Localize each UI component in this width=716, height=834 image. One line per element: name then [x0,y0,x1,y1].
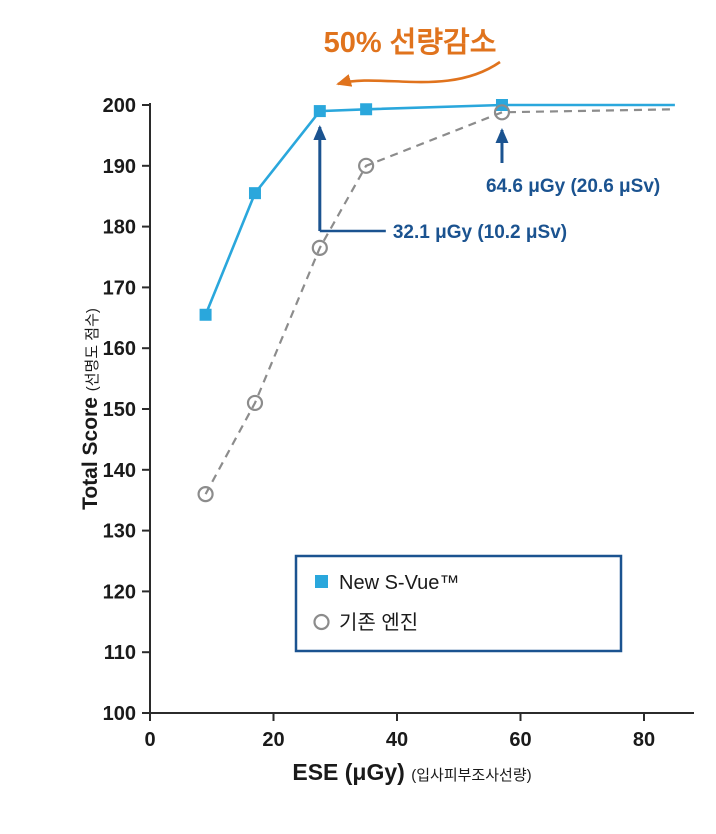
y-tick-label: 140 [103,460,136,482]
square-marker [199,308,212,321]
y-tick-label: 160 [103,338,136,360]
x-tick-label: 20 [262,729,284,751]
square-marker [248,187,261,200]
open-circle-marker [246,394,264,412]
legend-circle-marker [313,613,330,631]
series-new-s-vue [199,99,675,321]
legend: New S-Vue™ 기존 엔진 [294,554,623,653]
y-tick-label: 200 [103,95,136,117]
x-tick-label: 80 [633,729,655,751]
x-tick-label: 60 [509,729,531,751]
series-legacy-engine [197,104,675,503]
y-tick-label: 150 [103,399,136,421]
x-tick-label: 0 [144,729,155,751]
x-axis-title: ESE (μGy) (입사피부조사선량) [292,759,531,785]
square-marker [360,103,373,116]
y-tick-label: 110 [104,642,136,664]
y-tick-label: 180 [103,217,136,239]
y-tick-label: 120 [103,581,136,603]
open-circle-marker [311,239,328,256]
open-circle-marker [493,104,511,121]
square-marker [313,105,326,118]
y-tick-label: 130 [103,521,136,543]
legend-label-new-s-vue: New S-Vue™ [339,572,459,594]
y-tick-label: 190 [103,156,136,178]
legend-square-marker [315,575,328,588]
x-tick-label: 40 [386,729,408,751]
headline: 50% 선량감소 [324,26,497,59]
dose-label: 64.6 μGy (20.6 μSv) [486,176,660,197]
headline-curved-arrow [336,60,501,87]
y-tick-label: 100 [103,703,136,725]
y-axis-title: Total Score (선명도 점수) [79,308,102,510]
headline-group: 50% 선량감소 [324,26,501,87]
y-tick-label: 170 [103,277,136,299]
dose-label: 32.1 μGy (10.2 μSv) [393,222,567,243]
open-circle-marker [358,157,375,174]
dose-annotations: 32.1 μGy (10.2 μSv) 64.6 μGy (20.6 μSv) [313,125,660,243]
legend-label-legacy-engine: 기존 엔진 [339,611,418,634]
open-circle-marker [197,486,214,503]
axes: 100 110 120 130 140 150 160 170 180 190 200 0 20 40 60… [103,95,694,751]
